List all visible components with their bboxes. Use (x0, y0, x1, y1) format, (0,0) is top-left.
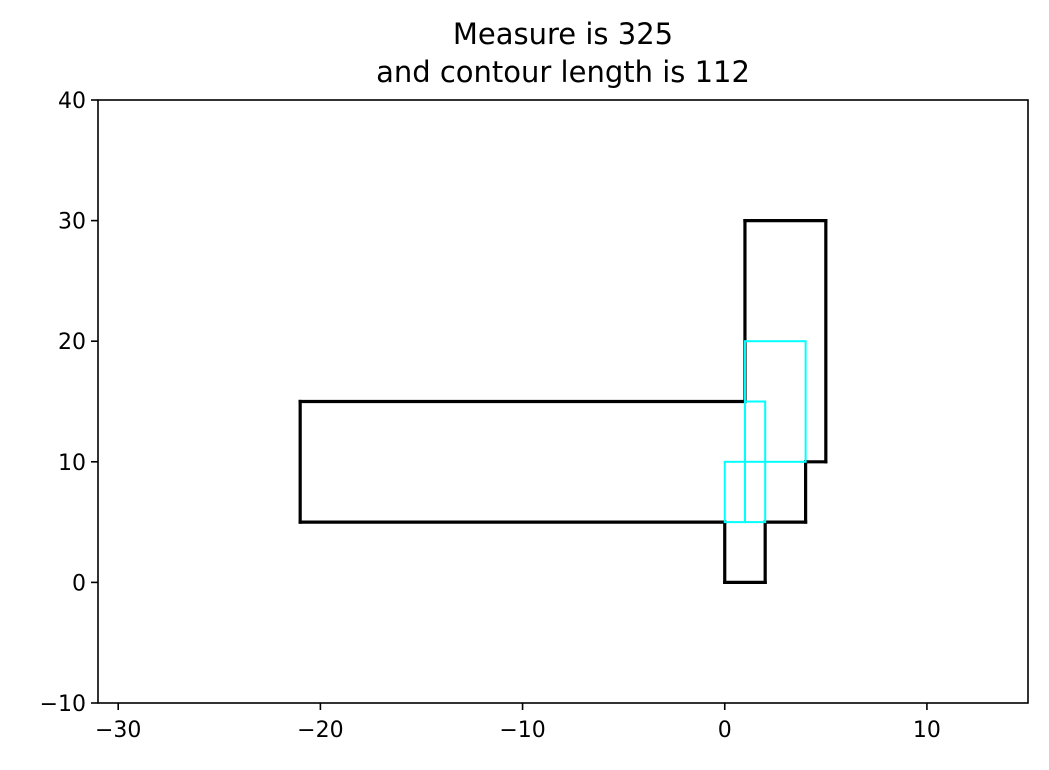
chart-title-line-2: and contour length is 112 (376, 55, 750, 89)
cyan-rectangle-1 (723, 460, 746, 524)
y-tick-label: 20 (58, 330, 86, 355)
x-tick-label: −30 (95, 718, 141, 743)
y-tick-label: 0 (72, 571, 86, 596)
y-tick-label: −10 (40, 692, 86, 717)
y-axis: −10 0 10 20 30 40 (40, 89, 98, 717)
x-tick-label: 0 (718, 718, 732, 743)
y-tick-label: 40 (58, 89, 86, 114)
cyan-rectangle-2 (743, 400, 767, 524)
x-axis: −30 −20 −10 0 10 (95, 703, 941, 743)
chart-title-line-1: Measure is 325 (453, 17, 673, 51)
x-tick-label: −10 (499, 718, 545, 743)
y-tick-label: 30 (58, 210, 86, 235)
y-tick-label: 10 (58, 451, 86, 476)
x-tick-label: 10 (913, 718, 941, 743)
x-tick-label: −20 (297, 718, 343, 743)
axes-frame (97, 99, 1029, 704)
plot-area (298, 219, 828, 585)
